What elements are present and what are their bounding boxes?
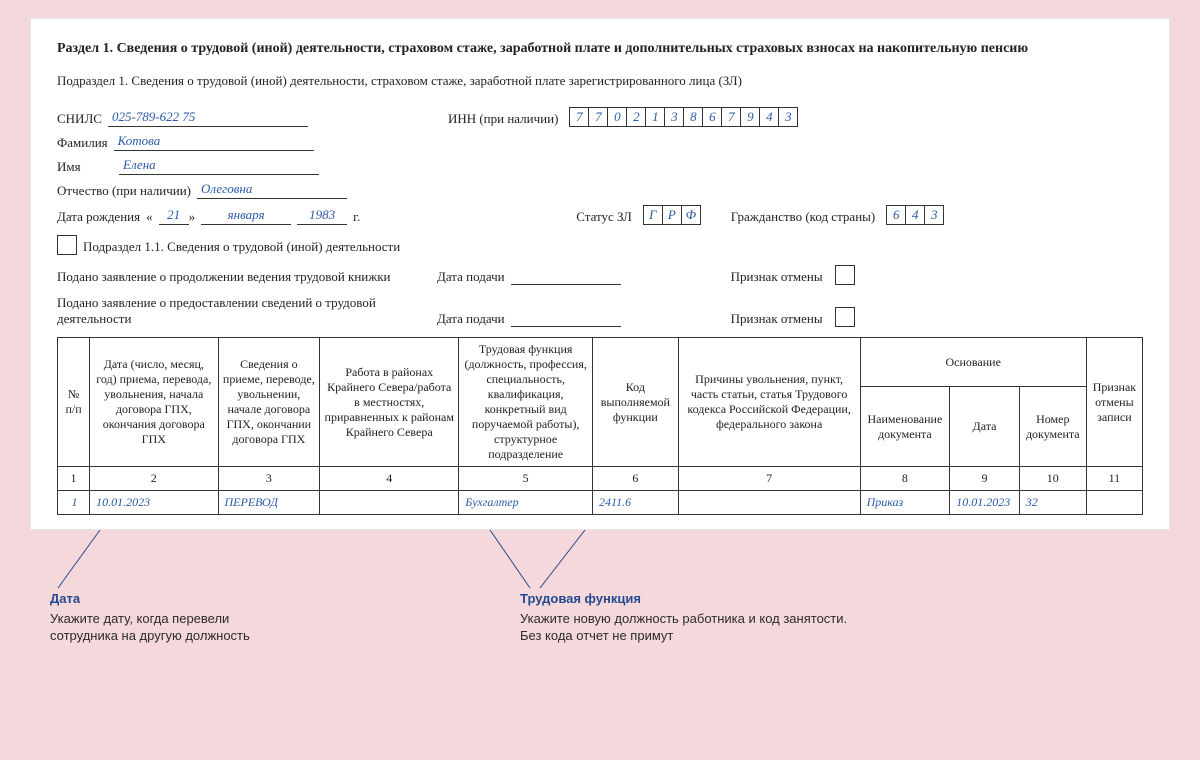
subsection-heading: Подраздел 1. Сведения о трудовой (иной) … bbox=[57, 73, 1143, 89]
form-sheet: Раздел 1. Сведения о трудовой (иной) дея… bbox=[30, 18, 1170, 530]
cell-function: Бухгалтер bbox=[459, 491, 593, 515]
inn-label: ИНН (при наличии) bbox=[448, 111, 558, 127]
name-value: Елена bbox=[119, 157, 319, 175]
surname-value: Котова bbox=[114, 133, 314, 151]
section-heading: Раздел 1. Сведения о трудовой (иной) дея… bbox=[57, 41, 1143, 57]
inn-cells: 770213867943 bbox=[570, 107, 798, 127]
stmt1-cancel-checkbox[interactable] bbox=[835, 265, 855, 285]
stmt2-date bbox=[511, 311, 621, 327]
status-cells: ГРФ bbox=[644, 205, 701, 225]
cell-date: 10.01.2023 bbox=[90, 491, 218, 515]
dob-day: 21 bbox=[159, 207, 189, 225]
stmt1-date bbox=[511, 269, 621, 285]
callout-date: Дата Укажите дату, когда перевели сотруд… bbox=[50, 590, 250, 645]
dob-year: 1983 bbox=[297, 207, 347, 225]
name-label: Имя bbox=[57, 159, 113, 175]
citizenship-cells: 643 bbox=[887, 205, 944, 225]
snils-value: 025-789-622 75 bbox=[108, 109, 308, 127]
stmt1-label: Подано заявление о продолжении ведения т… bbox=[57, 269, 437, 285]
status-label: Статус ЗЛ bbox=[576, 209, 632, 225]
callouts: Дата Укажите дату, когда перевели сотруд… bbox=[30, 530, 1170, 650]
sub11-checkbox[interactable] bbox=[57, 235, 77, 255]
stmt2-label: Подано заявление о предоставлении сведен… bbox=[57, 295, 437, 327]
citizenship-label: Гражданство (код страны) bbox=[731, 209, 875, 225]
patronymic-value: Олеговна bbox=[197, 181, 347, 199]
surname-label: Фамилия bbox=[57, 135, 108, 151]
table-row: 1 10.01.2023 ПЕРЕВОД Бухгалтер 2411.6 Пр… bbox=[58, 491, 1143, 515]
cell-code: 2411.6 bbox=[593, 491, 679, 515]
dob-label: Дата рождения bbox=[57, 209, 140, 225]
sub11-label: Подраздел 1.1. Сведения о трудовой (иной… bbox=[83, 239, 400, 255]
activity-table: № п/п Дата (число, месяц, год) приема, п… bbox=[57, 337, 1143, 515]
callout-function: Трудовая функция Укажите новую должность… bbox=[520, 590, 847, 645]
snils-label: СНИЛС bbox=[57, 111, 102, 127]
patronymic-label: Отчество (при наличии) bbox=[57, 183, 191, 199]
stmt2-cancel-checkbox[interactable] bbox=[835, 307, 855, 327]
dob-month: января bbox=[201, 207, 291, 225]
